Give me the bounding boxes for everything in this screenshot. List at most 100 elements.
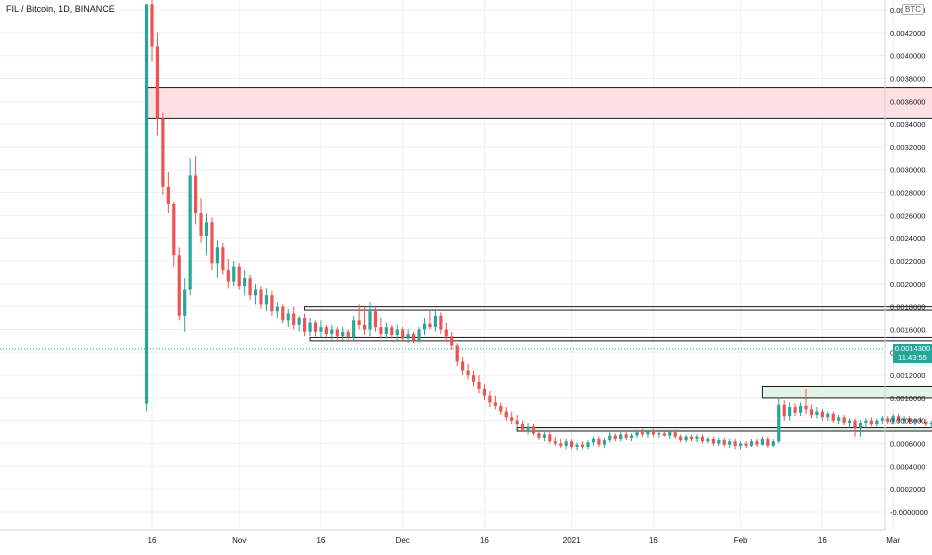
candle-body <box>439 315 443 330</box>
candle-body <box>619 434 623 439</box>
y-tick-label: 0.0002000 <box>890 485 925 494</box>
candle-body <box>395 329 399 336</box>
y-tick-label: 0.0008000 <box>890 417 925 426</box>
candle-body <box>733 441 737 446</box>
candle-body <box>335 329 339 337</box>
candle-body <box>564 441 568 446</box>
last-price-tag: 0.0014300 11:43:55 <box>893 344 932 363</box>
currency-badge[interactable]: BTC <box>902 4 924 15</box>
candle-body <box>591 438 596 443</box>
candle-body <box>749 441 754 446</box>
candle-body <box>461 361 465 371</box>
candle-body <box>161 118 165 187</box>
candle-body <box>477 381 481 389</box>
x-tick-label: 16 <box>649 536 658 545</box>
x-tick-label: 16 <box>818 536 827 545</box>
y-tick-label: 0.0040000 <box>890 52 925 61</box>
candle-body <box>739 443 743 446</box>
y-tick-label: 0.0034000 <box>890 120 925 129</box>
candle-body <box>243 278 247 287</box>
candle-body <box>651 430 655 435</box>
x-tick-label: 2021 <box>563 536 581 545</box>
candle-body <box>253 289 258 296</box>
candle-body <box>237 266 241 287</box>
candle-body <box>929 423 932 425</box>
candle-body <box>853 420 857 428</box>
countdown-timer: 11:43:55 <box>898 353 927 362</box>
candle-body <box>264 295 269 305</box>
candle-body <box>471 375 476 382</box>
candle-body <box>891 416 895 422</box>
y-tick-label: 0.0028000 <box>890 189 925 198</box>
support-zone[interactable] <box>761 386 932 399</box>
candle-body <box>924 421 928 425</box>
candle-body <box>542 434 546 438</box>
candle-body <box>706 438 710 442</box>
candle-body <box>368 311 372 330</box>
candle-body <box>602 440 606 445</box>
x-tick-label: Mar <box>886 536 900 545</box>
x-tick-label: Nov <box>232 536 246 545</box>
candle-body <box>662 433 666 436</box>
candle-body <box>722 440 726 445</box>
y-tick-label: 0.0022000 <box>890 257 925 266</box>
candle-body <box>232 266 236 282</box>
resistance-zone[interactable] <box>146 87 932 119</box>
candle-body <box>918 419 923 422</box>
candle-body <box>313 322 318 332</box>
candle-body <box>897 416 901 421</box>
candle-body <box>259 289 263 305</box>
candle-body <box>777 404 781 442</box>
candle-body <box>586 442 590 447</box>
y-tick-label: 0.0018000 <box>890 303 925 312</box>
candle-body <box>842 417 846 424</box>
candle-body <box>215 247 219 264</box>
candle-body <box>717 440 721 444</box>
candle-body <box>362 324 367 330</box>
candle-body <box>570 441 574 447</box>
candle-body <box>782 404 786 417</box>
candle-body <box>521 424 525 430</box>
candle-body <box>886 418 890 422</box>
candle-body <box>684 436 688 441</box>
candle-body <box>444 329 448 337</box>
level-zone[interactable] <box>309 336 932 342</box>
candle-body <box>510 417 514 421</box>
candle-body <box>760 438 764 445</box>
support-zone[interactable] <box>516 427 932 432</box>
candle-body <box>848 420 852 424</box>
candle-body <box>172 203 176 256</box>
candle-body <box>303 318 307 332</box>
level-zone[interactable] <box>304 306 932 311</box>
y-tick-label: 0.0026000 <box>890 211 925 220</box>
candle-body <box>401 329 405 339</box>
candle-body <box>379 327 383 335</box>
candle-body <box>422 323 427 330</box>
candle-body <box>766 438 770 446</box>
candle-body <box>390 327 394 336</box>
candle-body <box>455 345 459 362</box>
candle-body <box>711 438 715 444</box>
candle-body <box>809 409 814 416</box>
candle-body <box>815 411 819 416</box>
candle-body <box>352 320 356 338</box>
candle-body <box>488 395 492 403</box>
candle-body <box>221 247 225 271</box>
candle-body <box>482 388 487 396</box>
drawing-zones[interactable] <box>0 87 932 432</box>
y-tick-label: 0.0020000 <box>890 280 925 289</box>
candle-body <box>373 311 378 328</box>
candle-body <box>548 434 552 442</box>
candle-body <box>275 306 279 312</box>
candle-body <box>804 405 808 410</box>
candle-body <box>695 436 699 439</box>
symbol-title[interactable]: FIL / Bitcoin, 1D, BINANCE <box>6 4 115 14</box>
y-tick-label: 0.0038000 <box>890 74 925 83</box>
candle-body <box>630 435 634 438</box>
candle-body <box>226 270 230 282</box>
candle-body <box>155 46 160 119</box>
candle-body <box>428 323 432 328</box>
candle-body <box>330 329 334 335</box>
